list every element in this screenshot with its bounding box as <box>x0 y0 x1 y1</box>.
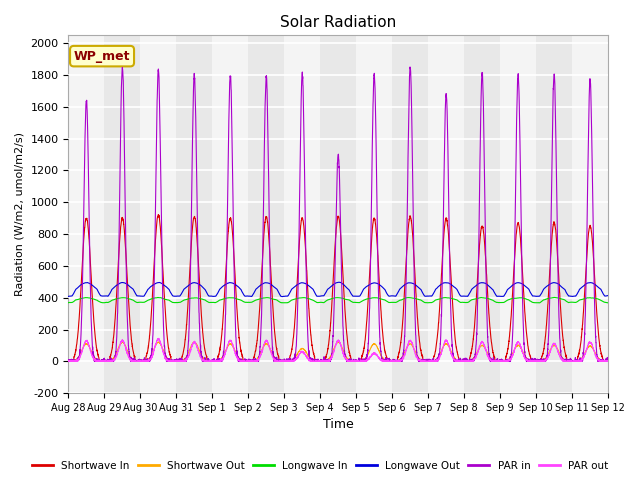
Bar <box>320 36 356 393</box>
X-axis label: Time: Time <box>323 419 354 432</box>
Text: WP_met: WP_met <box>74 49 131 63</box>
Bar <box>464 36 500 393</box>
Bar <box>572 36 608 393</box>
Bar <box>500 36 536 393</box>
Bar <box>284 36 320 393</box>
Bar <box>392 36 428 393</box>
Bar <box>177 36 212 393</box>
Bar <box>212 36 248 393</box>
Bar <box>248 36 284 393</box>
Y-axis label: Radiation (W/m2, umol/m2/s): Radiation (W/m2, umol/m2/s) <box>15 132 25 296</box>
Title: Solar Radiation: Solar Radiation <box>280 15 396 30</box>
Legend: Shortwave In, Shortwave Out, Longwave In, Longwave Out, PAR in, PAR out: Shortwave In, Shortwave Out, Longwave In… <box>28 456 612 475</box>
Bar <box>104 36 140 393</box>
Bar <box>68 36 104 393</box>
Bar <box>428 36 464 393</box>
Bar <box>140 36 177 393</box>
Bar <box>536 36 572 393</box>
Bar <box>356 36 392 393</box>
